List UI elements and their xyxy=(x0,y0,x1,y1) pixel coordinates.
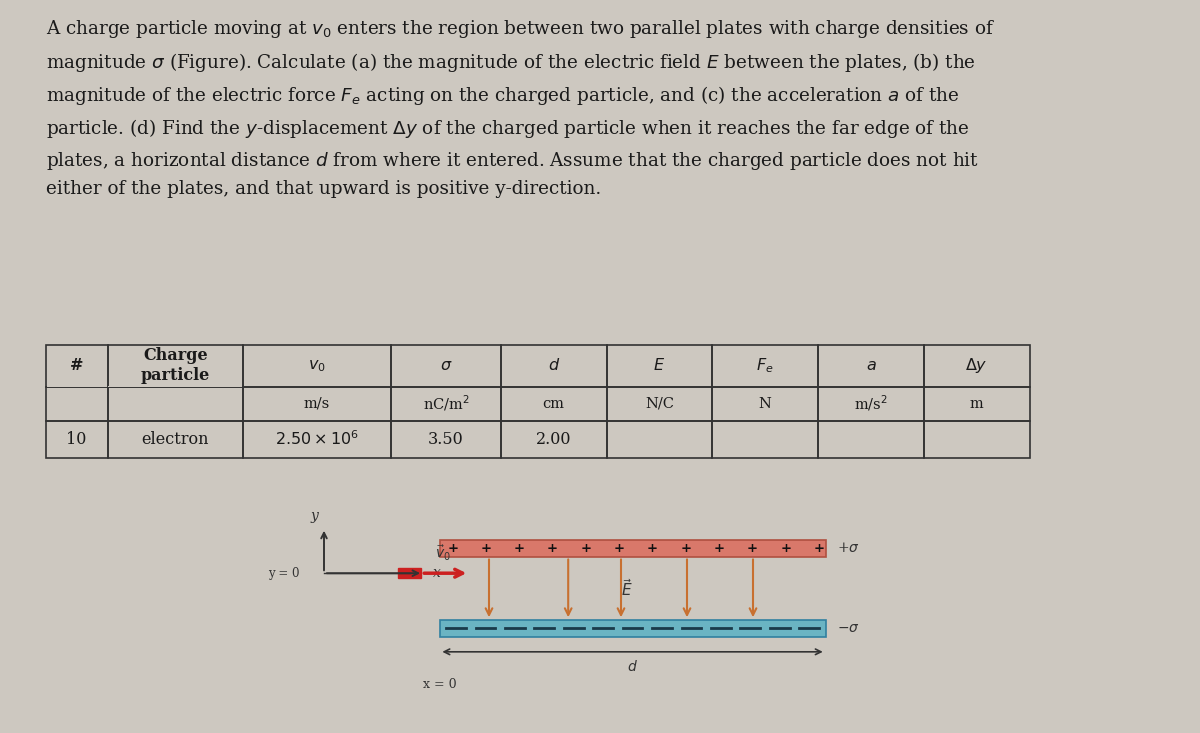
Text: $d$: $d$ xyxy=(547,357,560,374)
Text: 10: 10 xyxy=(66,431,86,448)
Text: +: + xyxy=(581,542,592,555)
Bar xyxy=(439,540,826,556)
Text: +: + xyxy=(746,542,758,555)
Bar xyxy=(46,386,108,421)
Text: 2.00: 2.00 xyxy=(536,431,571,448)
Text: +: + xyxy=(514,542,524,555)
Bar xyxy=(924,421,1030,458)
Text: m/s$^2$: m/s$^2$ xyxy=(854,394,888,413)
Bar xyxy=(46,421,108,458)
Text: $\vec{v}_0$: $\vec{v}_0$ xyxy=(434,544,451,563)
Bar xyxy=(818,421,924,458)
Text: Charge
particle: Charge particle xyxy=(140,347,210,384)
Text: x: x xyxy=(433,566,440,581)
Bar xyxy=(242,345,391,386)
Bar xyxy=(713,386,818,421)
Text: $E$: $E$ xyxy=(654,357,666,374)
Bar xyxy=(108,421,242,458)
Text: +: + xyxy=(448,542,458,555)
Bar xyxy=(606,421,713,458)
Bar xyxy=(500,421,606,458)
Text: +: + xyxy=(547,542,558,555)
Bar xyxy=(108,386,242,421)
Text: cm: cm xyxy=(542,397,565,410)
Text: $\sigma$: $\sigma$ xyxy=(439,357,452,374)
Bar xyxy=(606,386,713,421)
Bar xyxy=(108,345,242,386)
Text: #: # xyxy=(70,357,83,374)
Text: +: + xyxy=(647,542,658,555)
Text: $-\sigma$: $-\sigma$ xyxy=(838,622,860,636)
Bar xyxy=(713,345,818,386)
Text: +$\sigma$: +$\sigma$ xyxy=(838,541,860,556)
Bar xyxy=(924,386,1030,421)
Text: m/s: m/s xyxy=(304,397,330,410)
Bar xyxy=(46,345,108,386)
Text: y: y xyxy=(310,509,318,523)
Text: m: m xyxy=(970,397,984,410)
Bar xyxy=(391,345,500,386)
Text: nC/m$^2$: nC/m$^2$ xyxy=(422,394,469,413)
Bar xyxy=(606,345,713,386)
Bar xyxy=(924,345,1030,386)
Bar xyxy=(398,568,421,578)
Bar xyxy=(818,345,924,386)
Text: A charge particle moving at $v_0$ enters the region between two parallel plates : A charge particle moving at $v_0$ enters… xyxy=(46,18,995,198)
Bar xyxy=(391,386,500,421)
Text: N: N xyxy=(758,397,772,410)
Text: $2.50\times10^6$: $2.50\times10^6$ xyxy=(275,430,359,449)
Text: $d$: $d$ xyxy=(628,660,638,674)
Text: y = 0: y = 0 xyxy=(268,567,300,580)
Text: +: + xyxy=(613,542,625,555)
Text: $\Delta y$: $\Delta y$ xyxy=(966,356,988,375)
Text: $a$: $a$ xyxy=(865,357,876,374)
Bar xyxy=(391,421,500,458)
Text: +: + xyxy=(480,542,492,555)
Text: electron: electron xyxy=(142,431,209,448)
Bar xyxy=(713,421,818,458)
Text: +: + xyxy=(780,542,791,555)
Bar xyxy=(818,386,924,421)
Text: +: + xyxy=(814,542,824,555)
Text: +: + xyxy=(680,542,691,555)
Bar xyxy=(47,386,107,387)
Text: $v_0$: $v_0$ xyxy=(308,357,326,374)
Bar xyxy=(242,386,391,421)
Bar xyxy=(439,620,826,637)
Text: 3.50: 3.50 xyxy=(428,431,464,448)
Text: +: + xyxy=(714,542,725,555)
Bar xyxy=(242,421,391,458)
Bar xyxy=(108,386,242,387)
Bar xyxy=(500,386,606,421)
Text: N/C: N/C xyxy=(644,397,674,410)
Text: $\vec{E}$: $\vec{E}$ xyxy=(622,578,632,599)
Bar xyxy=(500,345,606,386)
Text: $F_e$: $F_e$ xyxy=(756,356,774,375)
Text: x = 0: x = 0 xyxy=(422,677,456,690)
